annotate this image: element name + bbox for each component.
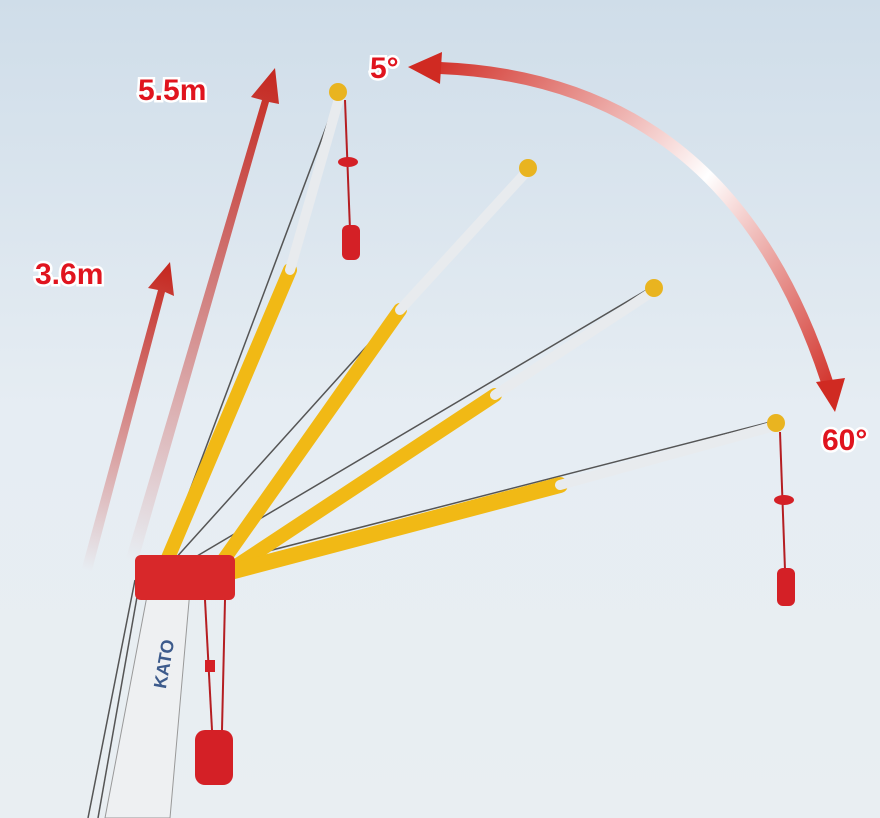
scene: KATO 5.5m 3.6m 5° 60 (0, 0, 880, 818)
length-label: 3.6m (35, 258, 103, 291)
angle-label: 60° (822, 424, 867, 457)
length-label: 5.5m (138, 74, 206, 107)
angle-label: 5° (370, 52, 399, 85)
